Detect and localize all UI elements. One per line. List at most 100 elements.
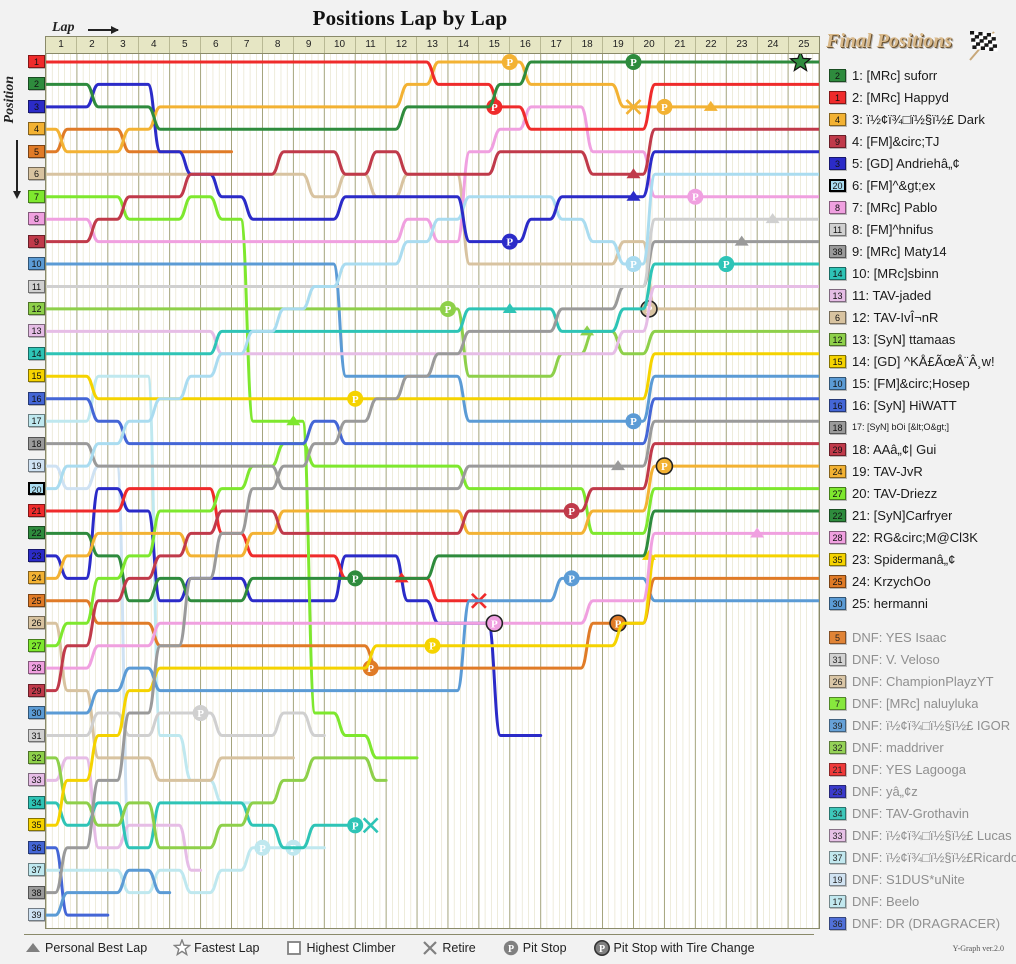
driver-name: DNF: V. Veloso: [852, 651, 940, 667]
legend-row-position[interactable]: 11 8: [FM]^hnifus: [824, 218, 1016, 240]
position-badge-21: 21: [28, 504, 45, 517]
car-number-badge: 7: [829, 696, 846, 710]
position-axis: 1 2 3 4 5 6 7 8 9 10 11 12 13 14 15 16 17 18 19 20 21 22 23 24 2…: [28, 53, 45, 929]
driver-line-36: [46, 846, 110, 917]
legend-row-position[interactable]: 12 13: [SyN] ttamaas: [824, 328, 1016, 350]
driver-line-26: [46, 621, 295, 782]
car-number-badge: 8: [829, 200, 846, 214]
position-badge-23: 23: [28, 548, 45, 562]
legend-row-dnf[interactable]: 5 DNF: YES Isaac: [824, 626, 1016, 648]
legend-row-dnf[interactable]: 19 DNF: S1DUS*uNite: [824, 868, 1016, 890]
svg-text:P: P: [352, 573, 359, 585]
legend-row-position[interactable]: 38 9: [MRc] Maty14: [824, 240, 1016, 262]
pit-stop-icon: P: [502, 939, 520, 957]
lap-header-cell-13: 13: [417, 37, 449, 53]
driver-name: DNF: [MRc] naluyluka: [852, 695, 979, 711]
car-number-badge: 10: [829, 376, 846, 390]
legend-row-position[interactable]: 18 17: [SyN] bOi [&lt;O&gt;]: [824, 416, 1016, 438]
legend-row-position[interactable]: 15 14: [GD] ^KÅ£ÃœÅ¨Â¸w!: [824, 350, 1016, 372]
lap-header-row: 1 2 3 4 5 6 7 8 9 10 11 12 13 14 15 16 17 18 19 20 21 22 23 24 2…: [46, 37, 819, 54]
marker-legend-item: Personal Best Lap: [24, 939, 147, 957]
legend-row-dnf[interactable]: 34 DNF: TAV-Grothavin: [824, 802, 1016, 824]
position-badge-19: 19: [28, 459, 45, 473]
position-badge-31: 31: [28, 728, 45, 742]
driver-line-13: [46, 285, 819, 356]
lap-header-cell-15: 15: [479, 37, 511, 53]
lap-axis-label: Lap: [52, 20, 75, 35]
lap-header-cell-25: 25: [798, 39, 810, 50]
svg-text:P: P: [491, 618, 498, 630]
legend-row-position[interactable]: 29 18: AAâ„¢| Gui: [824, 438, 1016, 460]
x-icon: [421, 939, 439, 957]
legend-row-position[interactable]: 22 21: [SyN]Carfryer: [824, 504, 1016, 526]
legend-row-dnf[interactable]: 17 DNF: Beelo: [824, 890, 1016, 912]
lap-header-cell-23: 23: [727, 37, 758, 53]
legend-row-dnf[interactable]: 39 DNF: ï½¢ï¾□ï½§ï½£ IGOR: [824, 714, 1016, 736]
legend-row-position[interactable]: 6 12: TAV-IvÎ¬nR: [824, 306, 1016, 328]
svg-text:P: P: [568, 573, 575, 585]
svg-text:P: P: [568, 506, 575, 518]
lap-header-cell-11: 11: [356, 37, 387, 53]
legend-row-position[interactable]: 1 2: [MRc] Happyd: [824, 86, 1016, 108]
driver-name: 1: [MRc] suforr: [852, 67, 938, 83]
legend-row-dnf[interactable]: 32 DNF: maddriver: [824, 736, 1016, 758]
legend-row-position[interactable]: 13 11: TAV-jaded: [824, 284, 1016, 306]
lap-header-cell-2: 2: [77, 37, 108, 53]
position-badge-25: 25: [28, 593, 45, 607]
legend-row-position[interactable]: 2 1: [MRc] suforr: [824, 64, 1016, 86]
car-number-badge: 5: [829, 630, 846, 644]
legend-row-position[interactable]: 10 15: [FM]&circ;Hosep: [824, 372, 1016, 394]
driver-name: 3: ï½¢ï¾□ï½§ï½£ Dark: [852, 111, 985, 127]
lap-header-cell-7: 7: [232, 37, 263, 53]
position-badge-1: 1: [28, 55, 45, 68]
legend-row-position[interactable]: 3 5: [GD] Andriehâ„¢: [824, 152, 1016, 174]
driver-name: 20: TAV-Driezz: [852, 485, 938, 501]
legend-row-position[interactable]: 24 19: TAV-JvR: [824, 460, 1016, 482]
legend-row-dnf[interactable]: 7 DNF: [MRc] naluyluka: [824, 692, 1016, 714]
driver-line-29: P: [46, 442, 819, 693]
driver-name: 9: [MRc] Maty14: [852, 243, 947, 259]
driver-line-2: P: [46, 54, 819, 131]
legend-row-position[interactable]: 14 10: [MRc]sbinn: [824, 262, 1016, 284]
legend-row-dnf[interactable]: 37 DNF: ï½¢ï¾□ï½§ï½£Ricardo: [824, 846, 1016, 868]
lap-header-cell-20: 20: [634, 37, 666, 53]
legend-row-dnf[interactable]: 31 DNF: V. Veloso: [824, 648, 1016, 670]
legend-row-position[interactable]: 8 7: [MRc] Pablo: [824, 196, 1016, 218]
legend-row-dnf[interactable]: 21 DNF: YES Lagooga: [824, 758, 1016, 780]
legend-row-dnf[interactable]: 26 DNF: ChampionPlayzYT: [824, 670, 1016, 692]
legend-row-dnf[interactable]: 23 DNF: yâ„¢z: [824, 780, 1016, 802]
svg-text:P: P: [367, 663, 374, 675]
legend-row-dnf[interactable]: 33 DNF: ï½¢ï¾□ï½§ï½£ Lucas: [824, 824, 1016, 846]
driver-line-34: P: [46, 801, 379, 850]
legend-row-position[interactable]: 25 24: KrzychOo: [824, 570, 1016, 592]
driver-line-39: [46, 868, 172, 917]
legend-row-dnf[interactable]: 36 DNF: DR (DRAGRACER): [824, 912, 1016, 934]
driver-name: 17: [SyN] bOi [&lt;O&gt;]: [852, 422, 950, 432]
lap-header-cell-12: 12: [386, 37, 418, 53]
legend-row-position[interactable]: 28 22: RG&circ;M@Cl3K: [824, 526, 1016, 548]
driver-name: DNF: YES Lagooga: [852, 761, 966, 777]
legend-row-position[interactable]: 27 20: TAV-Driezz: [824, 482, 1016, 504]
lap-header-cell-19: 19: [603, 37, 635, 53]
driver-name: DNF: S1DUS*uNite: [852, 871, 965, 887]
svg-text:P: P: [506, 57, 513, 69]
driver-line-14: P: [46, 256, 819, 356]
driver-line-22: P: [46, 509, 819, 603]
legend-row-position[interactable]: 35 23: Spidermanâ„¢: [824, 548, 1016, 570]
car-number-badge: 24: [829, 464, 846, 478]
position-badge-34: 34: [28, 795, 45, 809]
svg-text:P: P: [630, 57, 637, 69]
legend-row-position[interactable]: 4 3: ï½¢ï¾□ï½§ï½£ Dark: [824, 108, 1016, 130]
car-number-badge: 38: [829, 244, 846, 258]
legend-row-position[interactable]: 20 6: [FM]^&gt;ex: [824, 174, 1016, 196]
legend-row-position[interactable]: 9 4: [FM]&circ;TJ: [824, 130, 1016, 152]
car-number-badge: 17: [829, 894, 846, 908]
car-number-badge: 2: [829, 68, 846, 82]
position-badge-38: 38: [28, 885, 45, 899]
svg-text:P: P: [259, 843, 266, 855]
car-number-badge: 28: [829, 530, 846, 544]
legend-row-position[interactable]: 30 25: hermanni: [824, 592, 1016, 614]
driver-name: 7: [MRc] Pablo: [852, 199, 938, 215]
lap-header-cell-21: 21: [665, 37, 697, 53]
legend-row-position[interactable]: 16 16: [SyN] HiWATT: [824, 394, 1016, 416]
